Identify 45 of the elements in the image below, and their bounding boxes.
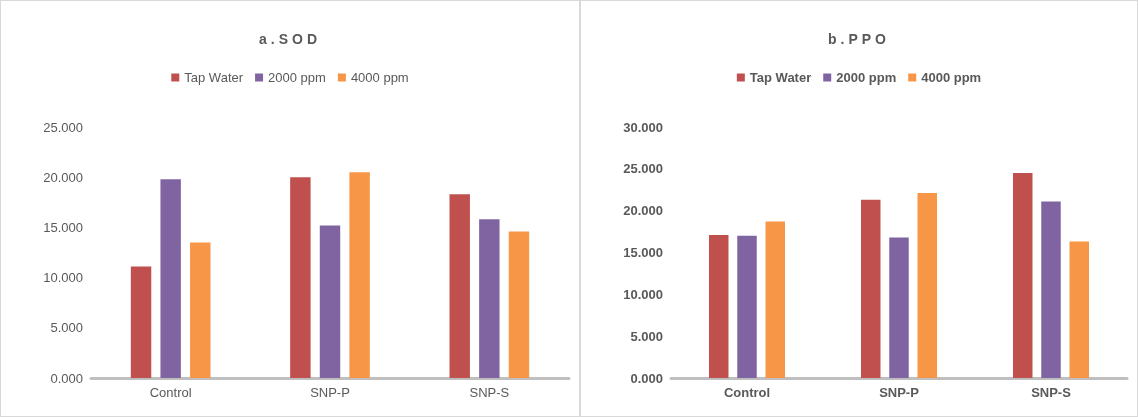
x-tick-label: SNP-S [1031,385,1072,400]
bar [479,219,500,378]
bar [1069,241,1089,378]
y-tick-label: 30.000 [623,119,663,135]
bar [449,194,470,378]
y-tick-label: 20.000 [43,169,83,185]
legend-label: 4000 ppm [921,70,982,85]
bar [508,231,530,378]
y-tick-label: 20.000 [623,203,663,219]
bar [889,237,909,378]
y-tick-label: 5.000 [50,320,83,336]
bar [1013,173,1033,378]
y-tick-label: 10.000 [43,270,83,286]
chart-title: b.PPO [827,31,891,47]
bar [765,221,785,378]
bar [1041,201,1061,378]
x-tick-label: SNP-P [310,385,350,400]
x-tick-label: Control [723,385,771,400]
y-tick-label: 15.000 [623,245,663,260]
x-tick-label: Control [149,385,192,400]
legend-label: 2000 ppm [268,70,326,85]
y-tick-label: 5.000 [630,328,663,344]
legend-label: 4000 ppm [350,70,409,85]
bar [190,242,211,378]
chart-title: a.SOD [258,31,322,47]
bar [130,266,152,378]
bar [917,193,937,378]
y-tick-label: 15.000 [43,219,83,235]
bar [319,225,341,378]
bar [349,172,370,378]
y-tick-label: 0.000 [50,370,83,386]
legend-label: Tap Water [184,70,244,85]
bar [290,177,311,378]
bar [737,235,757,378]
y-tick-label: 25.000 [43,119,83,135]
x-tick-label: SNP-S [469,385,510,400]
bar [160,179,181,378]
x-tick-label: SNP-P [879,385,920,400]
y-tick-label: 0.000 [630,370,663,386]
y-tick-label: 25.000 [623,161,663,177]
bar [861,199,881,378]
y-tick-label: 10.000 [623,286,663,302]
bar [709,234,729,378]
legend-label: 2000 ppm [836,70,897,85]
legend-label: Tap Water [749,70,812,85]
